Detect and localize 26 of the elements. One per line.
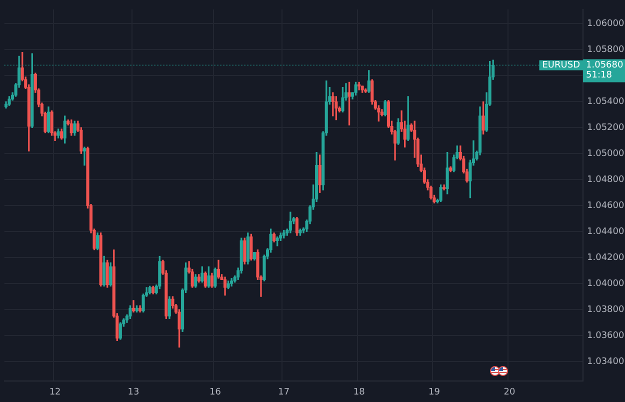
candlestick bbox=[358, 82, 361, 90]
y-tick-label: 1.05400 bbox=[587, 96, 624, 107]
candlestick bbox=[82, 146, 86, 166]
x-tick-label: 13 bbox=[128, 388, 140, 398]
y-tick-label: 1.04000 bbox=[587, 278, 624, 289]
y-tick-label: 1.03400 bbox=[587, 356, 624, 367]
x-tick-label: 19 bbox=[428, 388, 440, 398]
y-tick-label: 1.05800 bbox=[587, 45, 624, 56]
y-tick-label: 1.04800 bbox=[587, 174, 624, 185]
y-tick-label: 1.05200 bbox=[587, 122, 624, 133]
y-tick-label: 1.04200 bbox=[587, 252, 624, 263]
x-tick-label: 17 bbox=[278, 388, 290, 398]
x-tick-label: 18 bbox=[353, 388, 366, 398]
x-tick-label: 16 bbox=[209, 388, 222, 398]
ref-line-label: EURUSD bbox=[542, 60, 580, 71]
text: 51:18 bbox=[586, 70, 612, 81]
y-tick-label: 1.03600 bbox=[587, 330, 624, 341]
y-tick-label: 1.04600 bbox=[587, 200, 624, 211]
y-tick-label: 1.05000 bbox=[587, 148, 624, 159]
y-tick-label: 1.04400 bbox=[587, 226, 624, 237]
y-tick-label: 1.03800 bbox=[587, 304, 624, 315]
text: 1.05680 bbox=[586, 60, 624, 71]
x-tick-label: 20 bbox=[504, 388, 516, 398]
candlestick bbox=[132, 300, 136, 312]
x-tick-label: 12 bbox=[49, 388, 61, 398]
y-tick-label: 1.06000 bbox=[587, 19, 624, 30]
